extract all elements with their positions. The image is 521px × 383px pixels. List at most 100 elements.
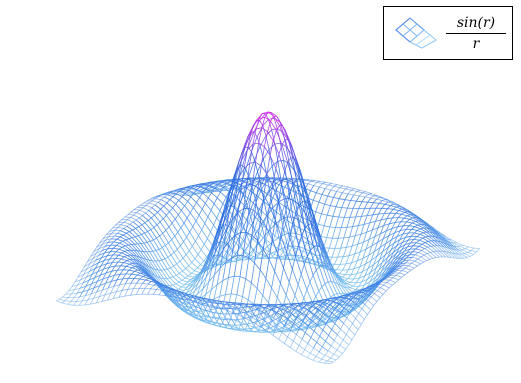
mesh-line bbox=[432, 232, 439, 238]
mesh-line bbox=[252, 142, 259, 145]
mesh-line bbox=[195, 214, 200, 222]
mesh-line bbox=[333, 334, 338, 341]
mesh-line bbox=[356, 291, 360, 295]
mesh-line bbox=[195, 235, 199, 242]
mesh-line bbox=[129, 223, 136, 229]
mesh-line bbox=[367, 300, 374, 306]
mesh-line bbox=[256, 288, 264, 296]
mesh-line bbox=[292, 217, 297, 234]
mesh-line bbox=[343, 303, 348, 309]
mesh-line bbox=[278, 201, 285, 219]
mesh-line bbox=[345, 328, 350, 335]
mesh-line bbox=[160, 277, 167, 286]
mesh-line bbox=[112, 251, 117, 256]
mesh-line bbox=[262, 304, 269, 306]
mesh-line bbox=[352, 201, 357, 209]
mesh-line bbox=[415, 254, 422, 258]
mesh-line bbox=[272, 130, 277, 141]
mesh-line bbox=[315, 266, 320, 271]
mesh-line bbox=[261, 307, 266, 313]
mesh-line bbox=[87, 256, 91, 262]
mesh-line bbox=[346, 287, 353, 293]
mesh-line bbox=[396, 242, 403, 247]
mesh-line bbox=[188, 302, 195, 307]
mesh-line bbox=[321, 188, 326, 195]
mesh-line bbox=[302, 182, 309, 205]
mesh-line bbox=[375, 219, 382, 222]
mesh-line bbox=[262, 295, 269, 303]
mesh-line bbox=[363, 232, 367, 243]
mesh-line bbox=[242, 231, 247, 240]
mesh-line bbox=[105, 231, 110, 236]
mesh-line bbox=[303, 256, 308, 265]
mesh-line bbox=[295, 256, 302, 275]
mesh-line bbox=[359, 275, 366, 279]
mesh-line bbox=[162, 218, 170, 228]
mesh-line bbox=[343, 323, 350, 330]
mesh-line bbox=[280, 218, 285, 236]
mesh-line bbox=[343, 286, 350, 294]
mesh-line bbox=[279, 255, 286, 258]
mesh-line bbox=[146, 242, 154, 252]
mesh-line bbox=[273, 312, 278, 319]
surface-mesh bbox=[56, 111, 480, 364]
mesh-line bbox=[128, 269, 135, 272]
mesh-line bbox=[117, 232, 124, 236]
mesh-line bbox=[230, 303, 234, 307]
mesh-line bbox=[209, 316, 216, 319]
mesh-line bbox=[208, 267, 213, 282]
mesh-line bbox=[371, 193, 378, 196]
mesh-line bbox=[333, 197, 340, 200]
mesh-line bbox=[378, 213, 385, 215]
mesh-line bbox=[376, 262, 383, 268]
mesh-line bbox=[357, 258, 364, 262]
mesh-line bbox=[249, 198, 256, 213]
mesh-line bbox=[308, 306, 313, 311]
mesh-line bbox=[169, 207, 173, 212]
mesh-line bbox=[332, 227, 336, 239]
mesh-line bbox=[314, 218, 321, 238]
mesh-line bbox=[284, 232, 291, 235]
mesh-line bbox=[456, 242, 463, 246]
mesh-line bbox=[129, 263, 136, 267]
mesh-line bbox=[235, 310, 240, 321]
mesh-line bbox=[123, 262, 130, 265]
mesh-line bbox=[275, 130, 283, 145]
mesh-line bbox=[223, 257, 227, 260]
mesh-line bbox=[195, 240, 202, 250]
mesh-line bbox=[130, 294, 137, 296]
mesh-line bbox=[331, 307, 336, 314]
mesh-line bbox=[455, 249, 462, 255]
mesh-line bbox=[256, 127, 262, 130]
mesh-line bbox=[303, 230, 310, 234]
mesh-line bbox=[139, 207, 144, 211]
mesh-line bbox=[201, 208, 209, 218]
mesh-line bbox=[121, 251, 125, 254]
mesh-line bbox=[258, 127, 263, 144]
mesh-line bbox=[218, 322, 224, 325]
mesh-line bbox=[160, 196, 165, 201]
mesh-line bbox=[118, 290, 123, 298]
mesh-line bbox=[144, 222, 152, 230]
mesh-line bbox=[278, 234, 285, 238]
mesh-line bbox=[92, 260, 97, 267]
mesh-line bbox=[345, 255, 350, 265]
mesh-line bbox=[135, 288, 140, 295]
mesh-line bbox=[155, 248, 160, 251]
mesh-line bbox=[289, 318, 297, 324]
mesh-line bbox=[113, 247, 120, 250]
mesh-line bbox=[327, 350, 335, 355]
mesh-line bbox=[341, 188, 346, 193]
mesh-line bbox=[177, 296, 182, 302]
mesh-line bbox=[350, 296, 354, 301]
mesh-line bbox=[422, 237, 429, 242]
mesh-line bbox=[355, 299, 360, 305]
mesh-line bbox=[318, 312, 325, 319]
mesh-line bbox=[220, 205, 228, 222]
mesh-line bbox=[310, 185, 315, 191]
mesh-line bbox=[212, 236, 219, 251]
mesh-line bbox=[238, 257, 242, 260]
mesh-line bbox=[223, 209, 230, 223]
mesh-line bbox=[275, 321, 280, 329]
mesh-line bbox=[407, 235, 412, 241]
